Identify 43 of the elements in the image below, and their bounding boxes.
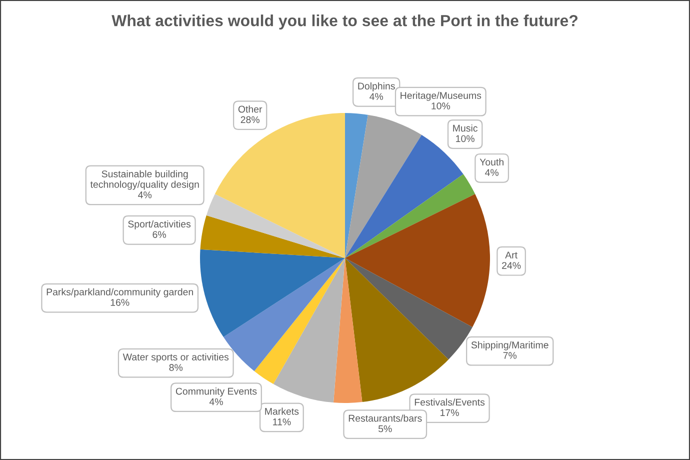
- slice-label: Community Events: [176, 388, 257, 397]
- slice-label: Festivals/Events: [414, 398, 485, 406]
- slice-label: Heritage/Museums: [400, 92, 482, 101]
- data-label: 4%: [138, 191, 152, 198]
- data-label: 6%: [152, 231, 166, 238]
- data-label: 4%: [370, 93, 384, 100]
- chart-title: What activities would you like to see at the Port in the future?: [112, 14, 578, 30]
- data-label: 17%: [440, 409, 459, 416]
- data-label: 5%: [378, 425, 392, 432]
- slice-label: Markets: [265, 408, 299, 415]
- pie-slice: [345, 174, 476, 258]
- slice-label: Art: [505, 252, 518, 258]
- data-label: 10%: [432, 102, 450, 110]
- pie-slice: [200, 215, 345, 258]
- slice-label: Water sports or activities: [122, 353, 229, 362]
- slice-label: Sustainable building technology/quality design: [90, 170, 199, 190]
- data-label: 4%: [485, 169, 499, 176]
- slice-label: Dolphins: [358, 82, 395, 92]
- slice-label: Restaurants/bars: [348, 414, 422, 422]
- pie-slice: [345, 194, 490, 328]
- slice-label: Youth: [480, 158, 504, 166]
- slice-label: Parks/parkland/community garden: [46, 288, 193, 298]
- slice-label: Shipping/Maritime: [471, 341, 548, 350]
- pie-slice: [345, 258, 472, 360]
- pie-slice: [214, 113, 345, 258]
- data-label: 24%: [502, 262, 521, 269]
- pie-slice: [273, 258, 345, 403]
- data-label: 11%: [273, 418, 291, 426]
- data-label: 28%: [240, 116, 260, 124]
- data-label: 8%: [169, 364, 183, 371]
- pie-slice: [206, 194, 345, 258]
- data-label: 4%: [209, 398, 223, 406]
- slice-label: Music: [453, 124, 478, 132]
- slice-label: Sport/activities: [128, 220, 191, 230]
- pie-slice: [254, 258, 345, 384]
- slice-label: Other: [238, 106, 262, 113]
- data-label: 7%: [503, 352, 517, 359]
- data-label: 16%: [110, 298, 130, 306]
- pie-slice: [333, 258, 362, 403]
- pie-slice: [345, 114, 422, 258]
- pie-slice: [200, 249, 345, 338]
- data-label: 10%: [456, 135, 474, 142]
- pie-slice: [345, 113, 368, 258]
